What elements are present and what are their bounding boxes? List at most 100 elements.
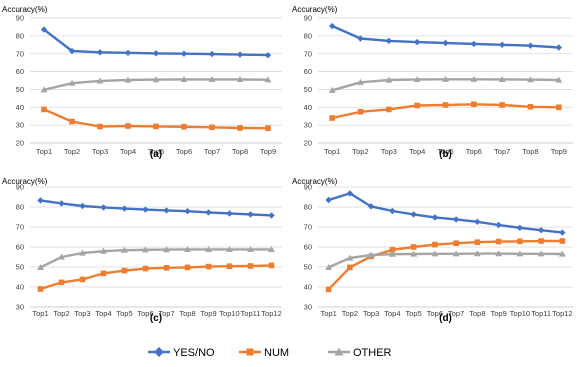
data-point-yes-no (470, 40, 478, 48)
series-yes-no (328, 22, 563, 51)
x-tick-label: Top11 (241, 309, 261, 318)
x-tick-label: Top2 (64, 147, 80, 156)
data-point-yes-no (121, 205, 128, 212)
data-point-other (268, 246, 275, 252)
data-point-num (100, 270, 107, 277)
data-point-num (559, 238, 566, 244)
x-tick-label: Top10 (219, 309, 239, 318)
data-point-other (325, 264, 333, 270)
data-point-num (268, 262, 275, 269)
y-tick-label: 90 (304, 14, 312, 23)
series-line-other (328, 252, 563, 269)
data-point-other (40, 86, 48, 93)
y-tick-label: 70 (304, 223, 312, 232)
data-point-yes-no (559, 229, 566, 236)
data-point-other (537, 250, 545, 257)
x-tick-label: Top1 (32, 309, 48, 318)
legend-item-other: OTHER (328, 347, 392, 359)
x-tick-label: Top3 (381, 147, 397, 156)
x-tick-label: Top10 (510, 309, 530, 318)
chart-panel-d: 30 40 50 60 70 80 90 Top1 Top2 Top3 Top4 Top5 Top6 To… (292, 177, 573, 324)
x-tick-label: Top1 (36, 147, 52, 156)
data-point-yes-no (184, 208, 191, 215)
data-point-num (121, 267, 128, 274)
x-tick-label: Top4 (95, 309, 111, 318)
data-point-yes-no (142, 206, 149, 213)
data-point-yes-no (205, 209, 212, 216)
x-tick-label: Top9 (551, 147, 567, 156)
y-tick-label: 20 (304, 139, 312, 148)
y-tick-label: 80 (304, 203, 312, 212)
data-point-other (367, 251, 375, 258)
series-num (37, 262, 275, 292)
x-tick-label: Top8 (469, 309, 485, 318)
data-point-other (121, 246, 128, 253)
data-point-num (499, 102, 505, 108)
y-tick-label: 40 (16, 103, 24, 112)
data-point-yes-no (328, 22, 336, 30)
data-point-other (37, 264, 44, 270)
data-point-other (473, 250, 481, 257)
x-tick-label: Top3 (92, 147, 108, 156)
data-point-other (226, 246, 233, 252)
data-point-yes-no (325, 196, 332, 204)
data-point-num (329, 115, 335, 121)
y-tick-label: 30 (304, 121, 312, 130)
x-tick-label: Top5 (116, 309, 132, 318)
y-tick-label: 40 (304, 283, 312, 292)
x-tick-label: Top6 (176, 147, 192, 156)
data-point-yes-no (555, 44, 563, 51)
data-point-num (163, 265, 170, 271)
x-tick-label: Top2 (342, 309, 358, 318)
data-point-yes-no (100, 204, 107, 211)
data-point-other (555, 76, 563, 83)
data-point-num (453, 240, 459, 246)
data-point-num (237, 125, 243, 131)
y-tick-label: 50 (304, 263, 312, 272)
data-point-other (388, 250, 396, 257)
data-point-num (325, 286, 332, 293)
data-point-other (184, 246, 191, 252)
data-point-yes-no (40, 26, 48, 33)
data-point-yes-no (37, 197, 44, 204)
data-point-num (58, 279, 65, 286)
y-tick-label: 90 (16, 183, 24, 192)
data-point-other (527, 76, 534, 83)
data-point-num (247, 263, 254, 269)
x-tick-label: Top1 (320, 309, 336, 318)
data-point-num (209, 124, 215, 131)
y-tick-label: 60 (304, 67, 312, 76)
y-tick-label: 30 (304, 303, 312, 312)
x-tick-label: Top6 (427, 309, 443, 318)
x-tick-label: Top9 (200, 309, 216, 318)
legend-label-num: NUM (264, 347, 289, 359)
chart-panel-b: 20 30 40 50 60 70 80 90 Top1 Top2 Top3 Top4 Top5 Top6… (292, 5, 573, 160)
series-yes-no (325, 190, 566, 236)
data-point-other (142, 246, 149, 253)
series-other (37, 246, 275, 270)
legend-label-other: OTHER (353, 347, 392, 359)
data-point-num (357, 108, 364, 115)
legend-triangle-icon (334, 347, 344, 356)
y-tick-label: 50 (304, 85, 312, 94)
y-tick-label: 60 (304, 243, 312, 252)
data-point-num (386, 106, 392, 113)
series-line-num (40, 264, 272, 291)
y-tick-label: 30 (16, 121, 24, 130)
data-point-yes-no (537, 227, 545, 234)
data-point-other (498, 76, 506, 83)
series-num (329, 101, 562, 121)
data-point-num (184, 264, 191, 271)
data-point-num (142, 265, 149, 272)
x-tick-label: Top5 (148, 147, 164, 156)
x-tick-label: Top11 (531, 309, 551, 318)
y-tick-label: 50 (16, 263, 24, 272)
series-line-yes-no (328, 192, 563, 234)
data-point-other (495, 250, 503, 257)
data-point-num (495, 238, 502, 245)
data-point-other (124, 76, 132, 83)
data-point-yes-no (124, 49, 132, 57)
y-axis-label: Accuracy(%) (2, 177, 48, 186)
data-point-other (163, 246, 170, 253)
